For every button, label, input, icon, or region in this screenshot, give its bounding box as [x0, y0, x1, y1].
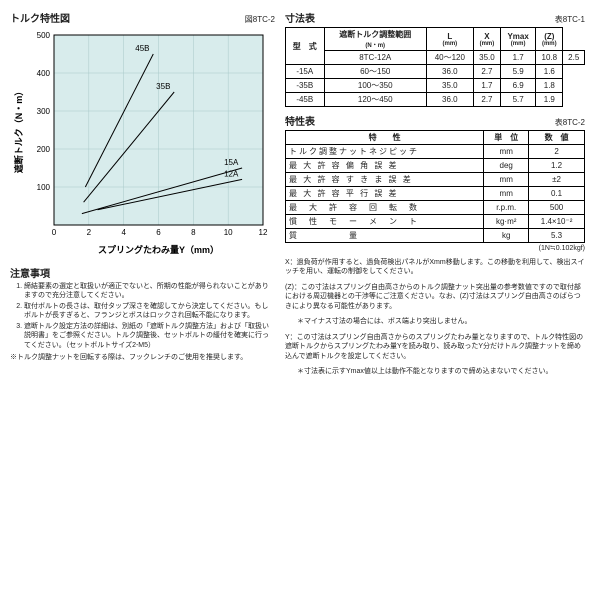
characteristic-table: 特 性単 位数 値トルク調整ナットネジピッチmm2最 大 許 容 偏 角 誤 差… — [285, 130, 585, 243]
svg-text:100: 100 — [37, 183, 51, 192]
notes-title: 注意事項 — [10, 265, 275, 280]
torque-chart: 0 2 4 6 8 10 12 100 200 300 400 500 45B 35B 15A 12A スプリン… — [10, 27, 275, 259]
notes-list: 締結要素の選定と取扱いが適正でないと、所期の性能が得られないことがありますので充… — [10, 282, 275, 350]
note-item: 締結要素の選定と取扱いが適正でないと、所期の性能が得られないことがありますので充… — [24, 282, 275, 300]
def-y: Y：この寸法はスプリング自由高さからのスプリングたわみ量となりますので、トルク特… — [285, 333, 585, 361]
svg-text:スプリングたわみ量Y（mm）: スプリングたわみ量Y（mm） — [98, 244, 219, 255]
notes-sub: ※トルク調整ナットを回転する際は、フックレンチのご使用を推奨します。 — [10, 352, 275, 362]
svg-text:500: 500 — [37, 31, 51, 40]
chart-fig-label: 図8TC-2 — [245, 14, 275, 25]
svg-text:4: 4 — [121, 228, 126, 237]
def-x: X：過負荷が作用すると、過負荷検出パネルがXmm移動します。この移動を利用して、… — [285, 258, 585, 277]
char-title: 特性表 — [285, 113, 315, 128]
svg-text:15A: 15A — [224, 158, 239, 167]
svg-text:遮断トルク（N・m）: 遮断トルク（N・m） — [13, 87, 24, 174]
svg-text:35B: 35B — [156, 82, 170, 91]
dim-title: 寸法表 — [285, 10, 315, 25]
svg-text:45B: 45B — [135, 44, 149, 53]
char-fig-label: 表8TC-2 — [555, 117, 585, 128]
dim-fig-label: 表8TC-1 — [555, 14, 585, 25]
svg-text:12: 12 — [259, 228, 268, 237]
definitions: X：過負荷が作用すると、過負荷検出パネルがXmm移動します。この移動を利用して、… — [285, 258, 585, 376]
svg-text:200: 200 — [37, 145, 51, 154]
chart-title: トルク特性図 — [10, 10, 70, 25]
svg-text:12A: 12A — [224, 169, 239, 178]
def-z-sub: ＊マイナス寸法の場合には、ボス端より突出しません。 — [297, 317, 585, 326]
dimension-table: 型 式遮断トルク調整範囲(N・m)L(mm)X(mm)Ymax(mm)(Z)(m… — [285, 27, 585, 107]
note-item: 取付ボルトの長さは、取付タップ深さを確認してから決定してください。もしボルトが長… — [24, 302, 275, 320]
svg-text:2: 2 — [87, 228, 92, 237]
note-item: 遮断トルク設定方法の詳細は、別紙の「遮断トルク調整方法」および「取扱い説明書」を… — [24, 322, 275, 349]
def-z: (Z)：この寸法はスプリング自由高さからのトルク調整ナット突出量の参考数値ですの… — [285, 283, 585, 311]
svg-text:0: 0 — [52, 228, 57, 237]
svg-text:10: 10 — [224, 228, 233, 237]
svg-text:6: 6 — [156, 228, 161, 237]
def-y-sub: ＊寸法表に示すYmax値以上は動作不能となりますので締め込まないでください。 — [297, 367, 585, 376]
svg-text:300: 300 — [37, 107, 51, 116]
svg-text:400: 400 — [37, 69, 51, 78]
svg-text:8: 8 — [191, 228, 196, 237]
char-footnote: (1N≒0.102kgf) — [285, 244, 585, 252]
